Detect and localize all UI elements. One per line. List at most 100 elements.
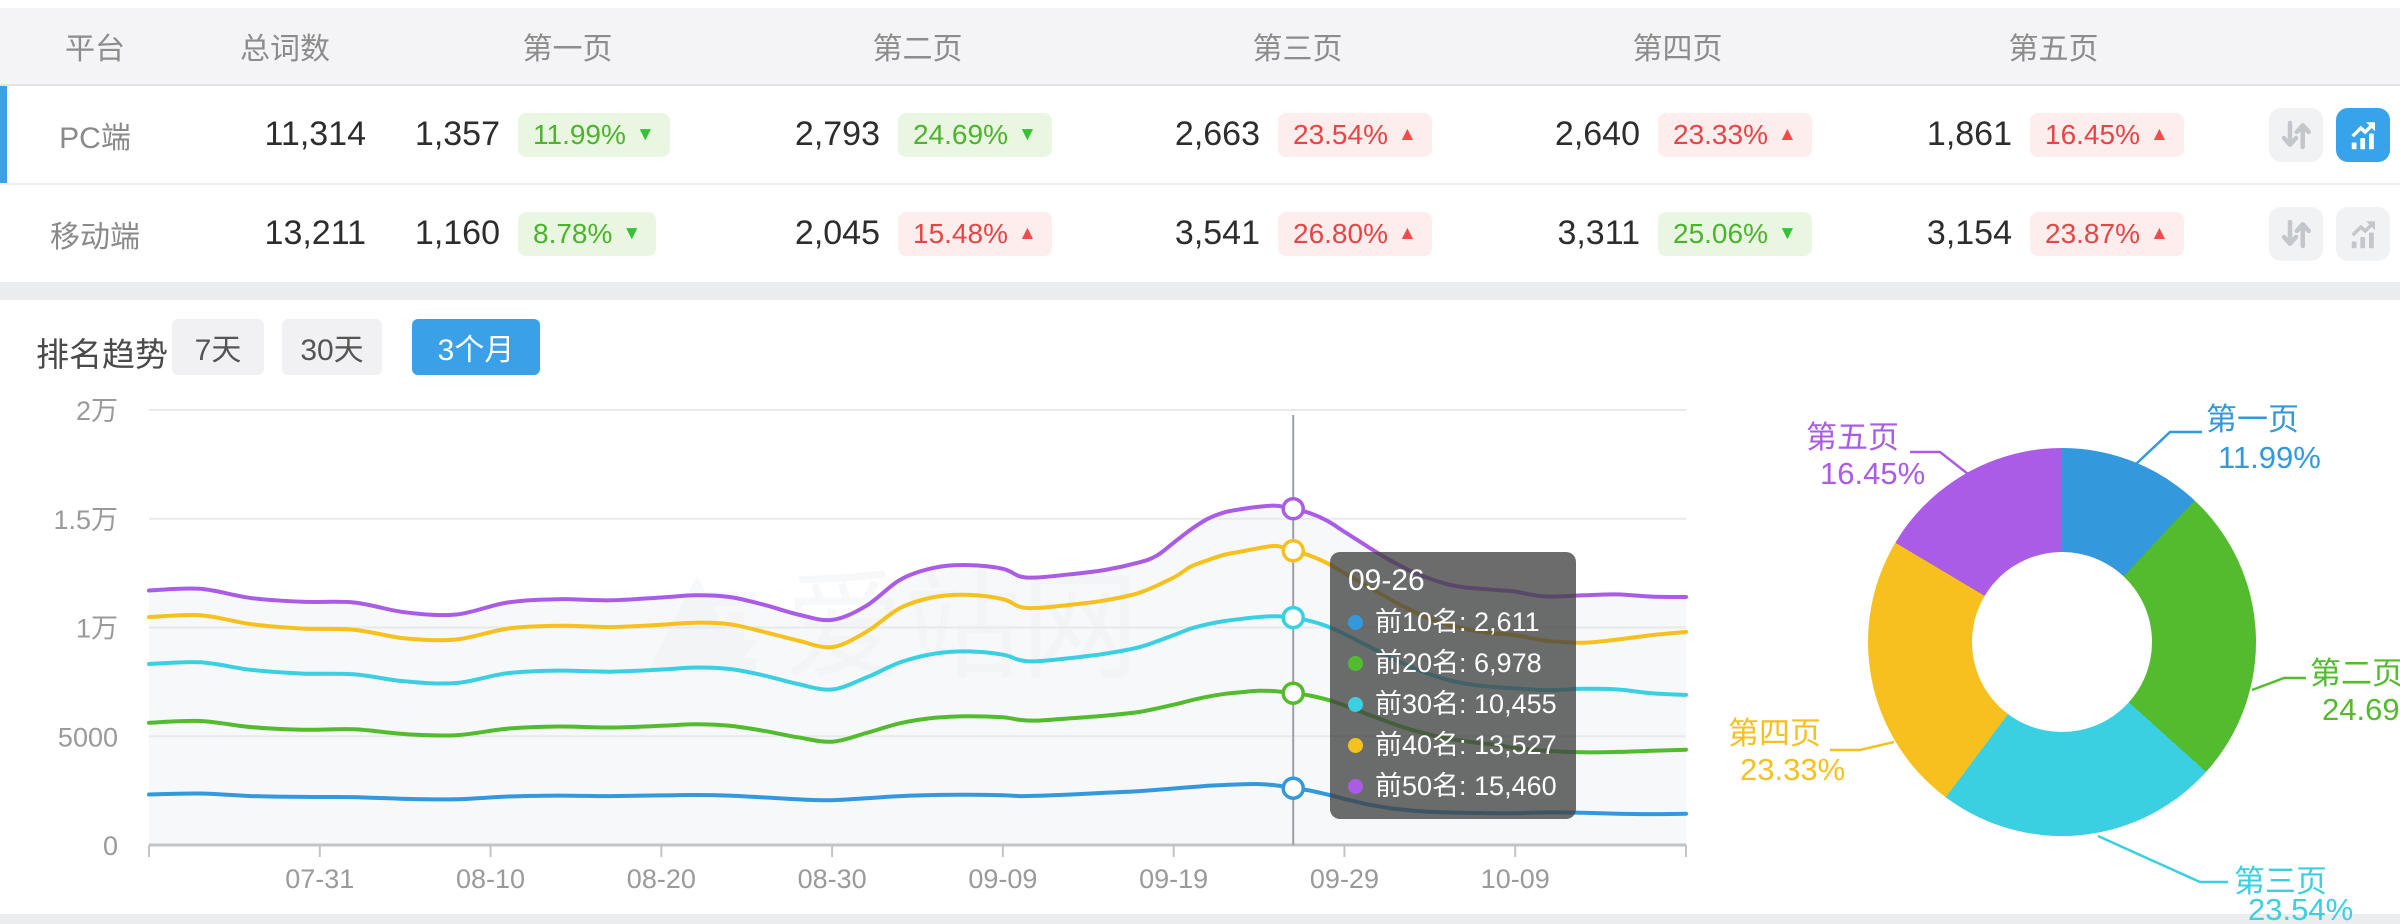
arrow-up-icon: ▲ <box>2149 124 2169 145</box>
sort-arrows-icon <box>2281 219 2311 248</box>
change-percent: 8.78% <box>533 217 613 249</box>
page5-change-badge: 16.45% ▲ <box>2030 112 2184 157</box>
donut-slice-percent: 24.69% <box>2322 692 2400 727</box>
tooltip-row: 前40名: 13,527 <box>1348 725 1558 766</box>
page1-change-badge: 8.78% ▼ <box>518 211 657 256</box>
series-dot-icon <box>1348 779 1363 794</box>
page3-change-badge: 26.80% ▲ <box>1278 211 1432 256</box>
change-percent: 25.06% <box>1673 217 1768 249</box>
trend-title: 排名趋势 <box>36 336 168 373</box>
page2-count: 2,793 <box>794 115 880 153</box>
col-header-page1: 第一页 <box>522 33 613 66</box>
tooltip-value: 前30名: 10,455 <box>1375 689 1557 719</box>
page4-change-badge: 23.33% ▲ <box>1658 112 1812 157</box>
page5-count: 1,861 <box>1926 115 2012 153</box>
page1-change-badge: 11.99% ▼ <box>518 112 670 157</box>
series-dot-icon <box>1348 615 1363 630</box>
change-percent: 16.45% <box>2045 118 2140 150</box>
table-header-row: 平台 总词数 第一页 第二页 第三页 第四页 第五页 <box>0 8 2400 86</box>
change-percent: 24.69% <box>913 118 1008 150</box>
page5-count: 3,154 <box>1926 214 2012 252</box>
page2-change-badge: 15.48% ▲ <box>898 211 1052 256</box>
tooltip-date: 09-26 <box>1348 564 1425 597</box>
donut-slice-percent: 23.54% <box>2248 892 2354 924</box>
page3-change-badge: 23.54% ▲ <box>1278 112 1432 157</box>
arrow-up-icon: ▲ <box>1017 223 1037 244</box>
tooltip-row: 前30名: 10,455 <box>1348 684 1558 725</box>
col-header-page2: 第二页 <box>872 33 963 66</box>
donut-slice-label: 第四页 <box>1728 716 1821 751</box>
series-dot-icon <box>1348 738 1363 753</box>
page3-count: 2,663 <box>1174 115 1260 153</box>
donut-slice-label: 第二页 <box>2310 656 2400 691</box>
donut-slice-percent: 11.99% <box>2218 440 2321 475</box>
sort-button[interactable] <box>2269 206 2323 261</box>
platform-label: PC端 <box>59 121 131 155</box>
arrow-down-icon: ▼ <box>1777 223 1797 244</box>
tooltip-row: 前10名: 2,611 <box>1348 602 1558 643</box>
trend-chart-icon <box>2351 220 2375 248</box>
trend-chart-icon <box>2351 121 2375 149</box>
change-percent: 26.80% <box>1293 217 1388 249</box>
tooltip-value: 前10名: 2,611 <box>1375 607 1540 637</box>
change-percent: 15.48% <box>913 217 1008 249</box>
arrow-down-icon: ▼ <box>635 124 655 145</box>
page4-count: 2,640 <box>1554 115 1640 153</box>
table-row-mobile[interactable]: 移动端 13,211 1,160 8.78% ▼ 2,045 15.48% ▲ 3,541 26.… <box>0 183 2400 282</box>
row-actions <box>2212 107 2400 162</box>
tab-30天[interactable]: 30天 <box>282 319 382 375</box>
table-row-pc[interactable]: PC端 11,314 1,357 11.99% ▼ 2,793 24.69% ▼ 2,663 23… <box>0 86 2400 183</box>
selected-row-accent <box>0 86 7 183</box>
page4-change-badge: 25.06% ▼ <box>1658 211 1812 256</box>
series-dot-icon <box>1348 697 1363 712</box>
col-header-platform: 平台 <box>65 33 125 66</box>
col-header-page3: 第三页 <box>1252 33 1343 66</box>
platform-label: 移动端 <box>50 220 140 254</box>
tab-7天[interactable]: 7天 <box>172 319 264 375</box>
sort-arrows-icon <box>2281 120 2311 149</box>
total-words-value: 11,314 <box>264 115 366 153</box>
donut-hole <box>1972 552 2152 732</box>
donut-slice-label: 第一页 <box>2206 402 2299 437</box>
tooltip-value: 前20名: 6,978 <box>1375 648 1542 678</box>
arrow-down-icon: ▼ <box>622 223 642 244</box>
table-body: PC端 11,314 1,357 11.99% ▼ 2,793 24.69% ▼ 2,663 23… <box>0 86 2400 282</box>
tab-3个月[interactable]: 3个月 <box>412 319 540 375</box>
donut-slice-label: 第五页 <box>1806 420 1899 455</box>
sort-button[interactable] <box>2269 107 2323 162</box>
chart-tooltip: 09-26 前10名: 2,611 前20名: 6,978 前30名: 10,455… <box>1330 552 1576 819</box>
page1-count: 1,160 <box>414 214 500 252</box>
series-dot-icon <box>1348 656 1363 671</box>
show-trend-button[interactable] <box>2336 107 2390 162</box>
donut-slice-label: 第三页 <box>2234 864 2327 899</box>
donut-slice-percent: 16.45% <box>1820 456 1926 491</box>
tooltip-value: 前50名: 15,460 <box>1375 771 1557 801</box>
col-header-total: 总词数 <box>240 33 330 66</box>
change-percent: 23.33% <box>1673 118 1768 150</box>
tooltip-row: 前20名: 6,978 <box>1348 643 1558 684</box>
rank-summary-table: 平台 总词数 第一页 第二页 第三页 第四页 第五页 PC端 11,314 1,35… <box>0 0 2400 282</box>
arrow-up-icon: ▲ <box>1777 124 1797 145</box>
donut-slice-percent: 23.33% <box>1740 752 1846 787</box>
page5-change-badge: 23.87% ▲ <box>2030 211 2184 256</box>
arrow-up-icon: ▲ <box>2149 223 2169 244</box>
arrow-up-icon: ▲ <box>1397 223 1417 244</box>
col-header-page5: 第五页 <box>2008 33 2099 66</box>
row-actions <box>2212 206 2400 261</box>
page4-count: 3,311 <box>1557 214 1640 252</box>
change-percent: 23.87% <box>2045 217 2140 249</box>
tooltip-value: 前40名: 13,527 <box>1375 730 1557 760</box>
page2-count: 2,045 <box>794 214 880 252</box>
arrow-up-icon: ▲ <box>1397 124 1417 145</box>
change-percent: 23.54% <box>1293 118 1388 150</box>
page3-count: 3,541 <box>1174 214 1260 252</box>
change-percent: 11.99% <box>533 118 626 150</box>
page1-count: 1,357 <box>414 115 500 153</box>
page2-change-badge: 24.69% ▼ <box>898 112 1052 157</box>
show-trend-button[interactable] <box>2336 206 2390 261</box>
tooltip-row: 前50名: 15,460 <box>1348 766 1558 807</box>
col-header-page4: 第四页 <box>1632 33 1723 66</box>
total-words-value: 13,211 <box>264 214 366 252</box>
arrow-down-icon: ▼ <box>1017 124 1037 145</box>
